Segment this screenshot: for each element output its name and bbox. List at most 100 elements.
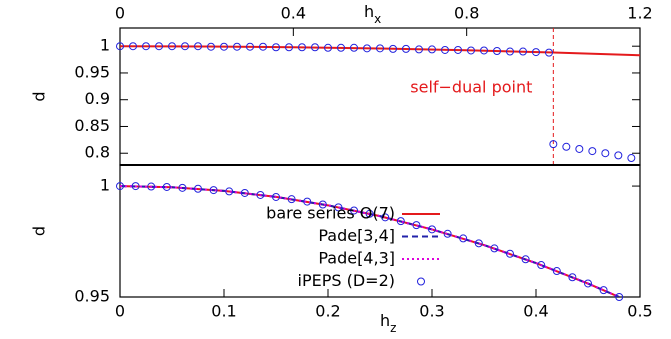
data-point — [389, 44, 397, 53]
data-point — [376, 44, 384, 53]
x-axis-label-base: h — [380, 311, 390, 330]
data-point — [337, 43, 345, 52]
data-point — [220, 42, 228, 51]
data-point — [194, 184, 202, 193]
data-point — [324, 43, 332, 52]
legend-swatch — [417, 277, 425, 286]
data-point — [441, 45, 449, 54]
data-point — [162, 182, 171, 191]
data-point — [519, 47, 527, 56]
y-tick-label: 0.8 — [85, 143, 110, 162]
data-point — [365, 209, 374, 218]
y-tick-label: 0.9 — [85, 89, 110, 108]
data-point — [599, 286, 608, 295]
x-tick-label: 0.3 — [419, 302, 444, 321]
plot-area — [120, 45, 640, 57]
data-point — [454, 45, 462, 54]
data-point — [615, 293, 624, 301]
data-point — [350, 206, 358, 215]
data-point — [225, 187, 234, 196]
data-point — [142, 42, 150, 51]
x-tick-label: 0.4 — [523, 302, 548, 321]
data-point — [246, 42, 254, 51]
data-point — [537, 261, 546, 270]
x-tick-label: 0.4 — [281, 4, 306, 23]
data-point — [303, 197, 312, 206]
data-point — [334, 203, 343, 212]
data-point — [467, 46, 475, 55]
data-point — [311, 43, 319, 52]
x-tick-label: 0 — [115, 4, 125, 23]
x-tick-label: 1.2 — [627, 4, 652, 23]
data-point — [584, 279, 592, 288]
x-tick-label: 0.8 — [454, 4, 479, 23]
x-axis-label-sub: x — [374, 12, 381, 26]
data-point — [428, 225, 436, 234]
annotation: self−dual point — [410, 78, 532, 97]
data-point — [459, 234, 468, 243]
data-point — [363, 44, 371, 53]
x-axis-label: hx — [364, 2, 381, 26]
x-tick-label: 0.1 — [211, 302, 236, 321]
data-point — [131, 182, 140, 191]
data-point — [285, 43, 293, 52]
legend-label: Pade[3,4] — [318, 226, 395, 245]
data-point — [402, 44, 410, 53]
data-point — [181, 42, 189, 51]
data-point — [412, 221, 421, 230]
data-point — [272, 43, 280, 52]
data-point — [506, 47, 514, 56]
data-line — [120, 45, 640, 57]
data-point — [272, 192, 280, 201]
data-point — [490, 244, 499, 253]
x-tick-label: 0 — [115, 302, 125, 321]
data-point — [381, 213, 390, 222]
data-point — [474, 239, 483, 248]
y-tick-label: 0.95 — [74, 62, 110, 81]
data-point — [233, 42, 241, 51]
data-point — [256, 190, 265, 199]
data-point — [129, 42, 137, 51]
data-point — [209, 186, 218, 195]
x-tick-label: 0.5 — [627, 302, 652, 321]
y-tick-label: 1 — [100, 176, 110, 195]
data-point — [601, 149, 610, 158]
x-axis-label: hz — [380, 311, 396, 335]
data-point — [207, 42, 215, 51]
data-point — [298, 43, 306, 52]
data-point — [521, 255, 530, 264]
data-point — [240, 188, 249, 197]
x-tick-label: 0.2 — [315, 302, 340, 321]
data-point — [415, 45, 423, 54]
data-point — [194, 42, 202, 51]
data-line — [120, 185, 620, 297]
data-point — [116, 42, 124, 51]
data-point — [259, 42, 267, 51]
data-point — [506, 249, 514, 258]
data-point — [428, 45, 436, 54]
data-point — [562, 142, 571, 151]
data-point — [396, 217, 405, 226]
legend-label: bare series O(7) — [266, 204, 395, 223]
legend-label: iPEPS (D=2) — [298, 271, 395, 290]
data-point — [318, 200, 327, 209]
data-point — [575, 144, 584, 153]
y-tick-label: 1 — [100, 36, 110, 55]
data-point — [614, 151, 623, 160]
data-point — [568, 273, 577, 282]
data-point — [552, 267, 561, 276]
data-point — [443, 229, 452, 238]
y-axis-label: d — [30, 226, 49, 236]
legend-label: Pade[4,3] — [318, 249, 395, 268]
data-point — [588, 147, 597, 156]
data-point — [350, 43, 358, 52]
data-point — [532, 48, 540, 57]
x-axis-label-base: h — [364, 2, 374, 21]
data-point — [116, 182, 124, 191]
data-point — [493, 47, 501, 56]
x-axis-label-sub: z — [390, 321, 396, 335]
data-point — [549, 140, 558, 149]
y-tick-label: 0.95 — [74, 287, 110, 306]
data-point — [545, 48, 553, 57]
